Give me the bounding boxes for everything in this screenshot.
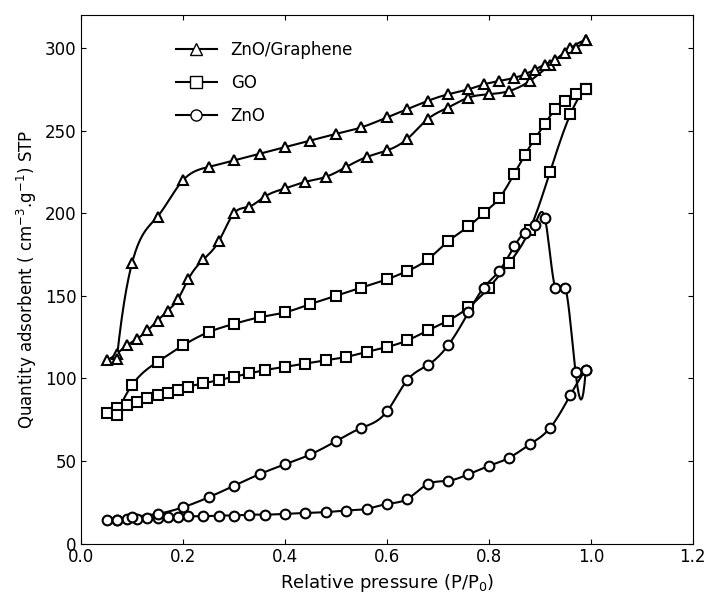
GO	[423, 327, 432, 334]
GO	[505, 259, 513, 266]
ZnO/Graphene	[383, 147, 392, 154]
GO	[214, 376, 223, 384]
X-axis label: Relative pressure (P/P$_0$): Relative pressure (P/P$_0$)	[280, 572, 494, 594]
ZnO/Graphene	[403, 135, 412, 143]
ZnO/Graphene	[546, 61, 554, 68]
ZnO	[322, 509, 330, 516]
GO	[485, 284, 493, 291]
GO	[154, 391, 162, 398]
ZnO/Graphene	[362, 153, 371, 161]
ZnO	[362, 505, 371, 513]
GO	[123, 401, 131, 409]
Line: ZnO: ZnO	[102, 365, 590, 526]
ZnO	[280, 510, 289, 518]
Y-axis label: Quantity adsorbent ( cm$^{-3}$.g$^{-1}$) STP: Quantity adsorbent ( cm$^{-3}$.g$^{-1}$)…	[15, 130, 39, 429]
ZnO	[260, 511, 269, 518]
ZnO/Graphene	[214, 238, 223, 245]
ZnO	[423, 481, 432, 488]
ZnO	[164, 513, 172, 521]
ZnO	[133, 515, 141, 523]
ZnO/Graphene	[566, 44, 575, 52]
ZnO	[123, 515, 131, 523]
ZnO/Graphene	[154, 317, 162, 324]
GO	[301, 360, 310, 367]
ZnO	[526, 441, 534, 448]
ZnO	[154, 515, 162, 522]
ZnO	[112, 516, 121, 523]
ZnO	[383, 500, 392, 507]
GO	[581, 86, 590, 93]
Line: GO: GO	[102, 85, 590, 418]
ZnO	[230, 512, 239, 519]
GO	[322, 357, 330, 364]
ZnO	[546, 424, 554, 432]
GO	[280, 363, 289, 370]
GO	[362, 348, 371, 356]
ZnO/Graphene	[342, 163, 350, 171]
ZnO	[505, 454, 513, 462]
ZnO	[485, 462, 493, 470]
ZnO	[102, 517, 111, 524]
ZnO	[199, 513, 208, 520]
ZnO	[174, 513, 182, 521]
ZnO	[581, 367, 590, 374]
ZnO/Graphene	[133, 335, 141, 342]
ZnO	[245, 511, 254, 518]
ZnO/Graphene	[164, 307, 172, 314]
ZnO/Graphene	[102, 357, 111, 364]
ZnO/Graphene	[581, 36, 590, 43]
ZnO/Graphene	[444, 104, 453, 111]
GO	[383, 343, 392, 351]
ZnO/Graphene	[245, 203, 254, 210]
GO	[102, 409, 111, 417]
ZnO/Graphene	[199, 256, 208, 263]
GO	[342, 353, 350, 361]
ZnO/Graphene	[464, 94, 473, 101]
GO	[143, 395, 151, 402]
ZnO/Graphene	[322, 173, 330, 180]
ZnO	[566, 391, 575, 398]
ZnO/Graphene	[123, 342, 131, 349]
GO	[245, 370, 254, 377]
ZnO/Graphene	[174, 295, 182, 303]
GO	[464, 304, 473, 311]
Legend: ZnO/Graphene, GO, ZnO: ZnO/Graphene, GO, ZnO	[169, 34, 360, 131]
GO	[260, 367, 269, 374]
ZnO	[342, 507, 350, 514]
ZnO	[403, 495, 412, 502]
ZnO	[184, 513, 193, 520]
ZnO	[444, 477, 453, 485]
ZnO	[214, 512, 223, 519]
ZnO/Graphene	[112, 350, 121, 357]
ZnO/Graphene	[301, 178, 310, 186]
GO	[164, 390, 172, 397]
GO	[174, 386, 182, 393]
GO	[112, 404, 121, 412]
GO	[566, 110, 575, 118]
GO	[403, 337, 412, 344]
ZnO/Graphene	[526, 77, 534, 85]
GO	[199, 379, 208, 387]
ZnO/Graphene	[280, 185, 289, 192]
ZnO/Graphene	[143, 327, 151, 334]
GO	[444, 317, 453, 324]
ZnO/Graphene	[423, 116, 432, 123]
ZnO/Graphene	[230, 209, 239, 217]
ZnO/Graphene	[184, 276, 193, 283]
ZnO	[301, 509, 310, 516]
GO	[184, 383, 193, 390]
ZnO/Graphene	[485, 91, 493, 98]
ZnO	[464, 471, 473, 478]
GO	[546, 168, 554, 175]
ZnO/Graphene	[505, 87, 513, 94]
ZnO	[143, 515, 151, 522]
GO	[230, 373, 239, 381]
GO	[526, 226, 534, 233]
ZnO/Graphene	[260, 193, 269, 200]
GO	[133, 398, 141, 405]
Line: ZnO/Graphene: ZnO/Graphene	[102, 35, 590, 365]
